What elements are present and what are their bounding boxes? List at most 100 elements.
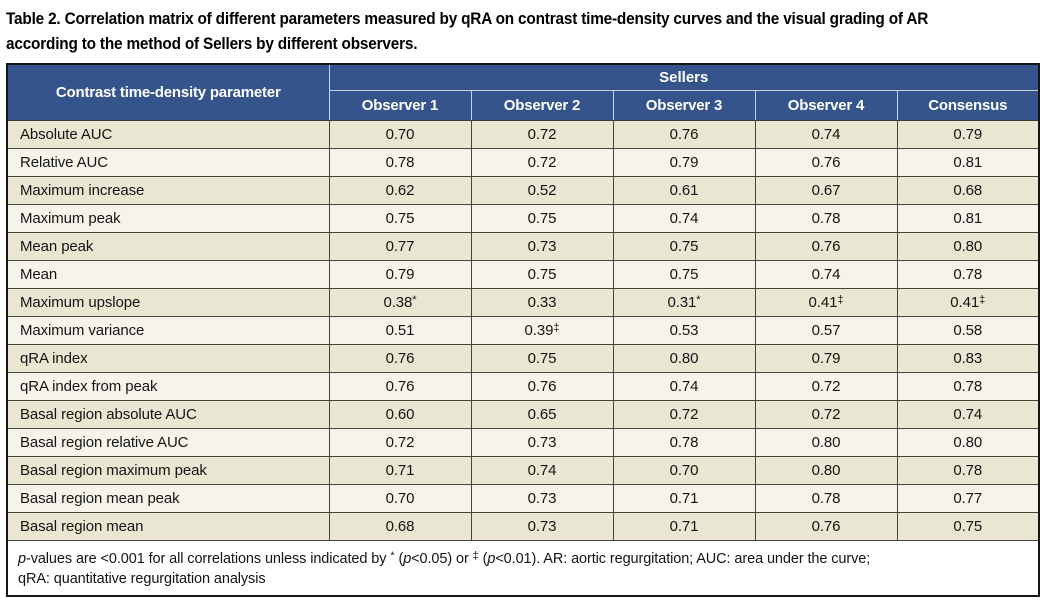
value-cell: 0.68 [328, 511, 472, 541]
value-cell: 0.51 [328, 315, 472, 345]
value-cell: 0.72 [754, 371, 898, 401]
value-cell: 0.58 [896, 315, 1040, 345]
parameter-cell: Basal region mean [6, 511, 330, 541]
value-cell: 0.72 [470, 119, 614, 149]
parameter-cell: Maximum increase [6, 175, 330, 205]
value-cell: 0.72 [328, 427, 472, 457]
value-cell: 0.75 [470, 203, 614, 233]
column-header-observer-1: Observer 1 [328, 89, 472, 121]
parameter-cell: Basal region maximum peak [6, 455, 330, 485]
value-cell: 0.74 [896, 399, 1040, 429]
value-cell: 0.38* [328, 287, 472, 317]
footnote: p-values are <0.001 for all correlations… [7, 539, 1040, 596]
parameter-cell: Maximum variance [6, 315, 330, 345]
value-cell: 0.79 [328, 259, 472, 289]
table-row: Maximum increase 0.62 0.52 0.61 0.67 0.68 [6, 175, 1040, 205]
parameter-cell: Basal region mean peak [6, 483, 330, 513]
value-cell: 0.79 [754, 343, 898, 373]
table-row: Maximum peak 0.75 0.75 0.74 0.78 0.81 [6, 203, 1040, 233]
value-cell: 0.80 [896, 231, 1040, 261]
value-cell: 0.74 [470, 455, 614, 485]
value-cell: 0.75 [612, 231, 756, 261]
table-row: Basal region relative AUC 0.72 0.73 0.78 0.8… [6, 427, 1040, 457]
value-cell: 0.74 [754, 259, 898, 289]
parameter-cell: Basal region relative AUC [6, 427, 330, 457]
value-cell: 0.76 [612, 119, 756, 149]
table-body: Absolute AUC 0.70 0.72 0.76 0.74 0.79 Relative… [6, 119, 1040, 541]
table-row: Absolute AUC 0.70 0.72 0.76 0.74 0.79 [6, 119, 1040, 149]
column-header-observer-5: Consensus [896, 89, 1040, 121]
value-cell: 0.77 [896, 483, 1040, 513]
table-caption: Table 2. Correlation matrix of different… [0, 0, 1045, 63]
table-caption-line-1: Table 2. Correlation matrix of different… [6, 10, 929, 28]
value-cell: 0.74 [754, 119, 898, 149]
value-cell: 0.78 [896, 371, 1040, 401]
value-cell: 0.75 [470, 259, 614, 289]
value-cell: 0.76 [754, 147, 898, 177]
value-cell: 0.76 [754, 231, 898, 261]
value-cell: 0.71 [612, 483, 756, 513]
parameter-cell: Basal region absolute AUC [6, 399, 330, 429]
table-row: Basal region absolute AUC 0.60 0.65 0.72 0.7… [6, 399, 1040, 429]
table-row: Relative AUC 0.78 0.72 0.79 0.76 0.81 [6, 147, 1040, 177]
significance-marker: ‡ [837, 293, 844, 306]
value-cell: 0.68 [896, 175, 1040, 205]
parameter-cell: qRA index from peak [6, 371, 330, 401]
value-cell: 0.57 [754, 315, 898, 345]
parameter-cell: Maximum upslope [6, 287, 330, 317]
value-cell: 0.39‡ [470, 315, 614, 345]
value-cell: 0.75 [328, 203, 472, 233]
value-cell: 0.61 [612, 175, 756, 205]
value-cell: 0.65 [470, 399, 614, 429]
correlation-table: Contrast time-density parameter Sellers … [6, 63, 1041, 597]
value-cell: 0.81 [896, 147, 1040, 177]
value-cell: 0.79 [896, 119, 1040, 149]
column-header-parameter: Contrast time-density parameter [6, 63, 330, 121]
value-cell: 0.41‡ [896, 287, 1040, 317]
value-cell: 0.81 [896, 203, 1040, 233]
parameter-cell: qRA index [6, 343, 330, 373]
column-header-observer-4: Observer 4 [754, 89, 898, 121]
value-cell: 0.73 [470, 231, 614, 261]
table-row: Basal region mean peak 0.70 0.73 0.71 0.78 0.… [6, 483, 1040, 513]
value-cell: 0.53 [612, 315, 756, 345]
value-cell: 0.75 [896, 511, 1040, 541]
value-cell: 0.79 [612, 147, 756, 177]
value-cell: 0.74 [612, 203, 756, 233]
value-cell: 0.73 [470, 511, 614, 541]
value-cell: 0.70 [328, 483, 472, 513]
value-cell: 0.76 [328, 371, 472, 401]
value-cell: 0.70 [328, 119, 472, 149]
table-header: Contrast time-density parameter Sellers … [6, 63, 1040, 121]
value-cell: 0.75 [470, 343, 614, 373]
parameter-cell: Maximum peak [6, 203, 330, 233]
table-row: Mean peak 0.77 0.73 0.75 0.76 0.80 [6, 231, 1040, 261]
value-cell: 0.75 [612, 259, 756, 289]
value-cell: 0.70 [612, 455, 756, 485]
table-row: qRA index from peak 0.76 0.76 0.74 0.72 0.78 [6, 371, 1040, 401]
value-cell: 0.80 [896, 427, 1040, 457]
parameter-cell: Mean [6, 259, 330, 289]
parameter-cell: Mean peak [6, 231, 330, 261]
value-cell: 0.71 [328, 455, 472, 485]
value-cell: 0.80 [754, 427, 898, 457]
table-row: Maximum upslope 0.38* 0.33 0.31* 0.41‡ 0.41‡ [6, 287, 1040, 317]
value-cell: 0.73 [470, 483, 614, 513]
observer-header-row: Observer 1 Observer 2 Observer 3 Observer 4… [7, 89, 1040, 121]
table-row: Mean 0.79 0.75 0.75 0.74 0.78 [6, 259, 1040, 289]
table-footer: p-values are <0.001 for all correlations… [7, 539, 1040, 596]
value-cell: 0.78 [896, 455, 1040, 485]
value-cell: 0.67 [754, 175, 898, 205]
value-cell: 0.78 [896, 259, 1040, 289]
significance-marker: * [696, 293, 701, 306]
value-cell: 0.83 [896, 343, 1040, 373]
table-row: Basal region maximum peak 0.71 0.74 0.70 0.8… [6, 455, 1040, 485]
value-cell: 0.74 [612, 371, 756, 401]
value-cell: 0.78 [754, 203, 898, 233]
column-header-observer-2: Observer 2 [470, 89, 614, 121]
value-cell: 0.77 [328, 231, 472, 261]
value-cell: 0.78 [612, 427, 756, 457]
value-cell: 0.72 [470, 147, 614, 177]
value-cell: 0.78 [754, 483, 898, 513]
